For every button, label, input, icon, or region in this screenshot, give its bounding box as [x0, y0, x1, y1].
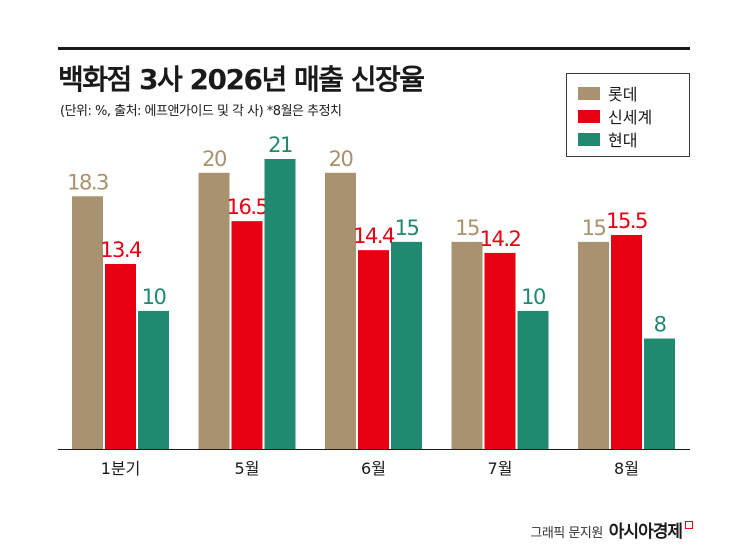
credit-brand: 아시아경제	[608, 522, 683, 542]
bar-현대-6월	[391, 241, 422, 449]
category-label-7월: 7월	[488, 459, 513, 478]
bar-신세계-7월	[484, 252, 516, 449]
bar-신세계-8월	[611, 234, 642, 449]
category-label-5월: 5월	[235, 459, 260, 478]
data-label-현대-7월: 10	[521, 285, 545, 309]
data-label-신세계-8월: 15.5	[606, 209, 647, 233]
bar-현대-8월	[644, 338, 675, 449]
legend-label-shinsegae: 신세계	[608, 108, 653, 127]
chart-subtitle: (단위: %, 출처: 에프앤가이드 및 각 사) *8월은 추정치	[60, 104, 342, 119]
data-label-신세계-5월: 16.5	[227, 195, 268, 219]
brand-mark-icon	[685, 521, 693, 529]
legend-item-shinsegae: 신세계	[578, 106, 653, 127]
category-label-1분기: 1분기	[101, 459, 141, 478]
data-label-롯데-5월: 20	[202, 147, 226, 171]
data-label-신세계-7월: 14.2	[480, 227, 521, 251]
bar-롯데-5월	[198, 172, 230, 450]
legend-label-lotte: 롯데	[608, 85, 638, 104]
data-label-현대-1분기: 10	[142, 285, 166, 309]
data-label-롯데-1분기: 18.3	[67, 170, 108, 194]
bar-롯데-1분기	[72, 196, 103, 449]
data-label-롯데-7월: 15	[455, 216, 479, 240]
bar-롯데-8월	[578, 241, 609, 449]
chart-title: 백화점 3사 2026년 매출 신장율	[58, 63, 425, 96]
legend-item-hyundai: 현대	[578, 129, 638, 150]
title-rule	[58, 47, 690, 50]
bar-현대-1분기	[138, 310, 169, 449]
legend-item-lotte: 롯데	[578, 83, 638, 104]
legend-swatch-shinsegae	[578, 109, 600, 123]
category-label-6월: 6월	[361, 459, 386, 478]
legend-swatch-lotte	[578, 86, 600, 100]
credit: 그래픽 문지원 아시아경제	[530, 517, 693, 542]
legend-label-hyundai: 현대	[608, 131, 638, 150]
bar-현대-5월	[264, 159, 296, 449]
legend: 롯데 신세계 현대	[566, 73, 690, 157]
credit-label: 그래픽 문지원	[530, 526, 603, 541]
bar-롯데-7월	[451, 241, 483, 449]
data-label-신세계-1분기: 13.4	[100, 238, 142, 262]
bar-신세계-1분기	[105, 263, 136, 449]
category-label-8월: 8월	[614, 459, 639, 478]
data-label-신세계-6월: 14.4	[353, 224, 395, 248]
bar-신세계-6월	[358, 250, 389, 449]
bar-현대-7월	[517, 310, 549, 449]
bar-신세계-5월	[231, 221, 263, 449]
data-label-현대-8월: 8	[654, 313, 666, 337]
data-label-롯데-8월: 15	[582, 216, 606, 240]
data-label-현대-5월: 21	[268, 133, 292, 157]
legend-swatch-hyundai	[578, 132, 600, 146]
bar-롯데-6월	[325, 172, 356, 450]
data-label-현대-6월: 15	[395, 216, 419, 240]
data-label-롯데-6월: 20	[329, 147, 353, 171]
